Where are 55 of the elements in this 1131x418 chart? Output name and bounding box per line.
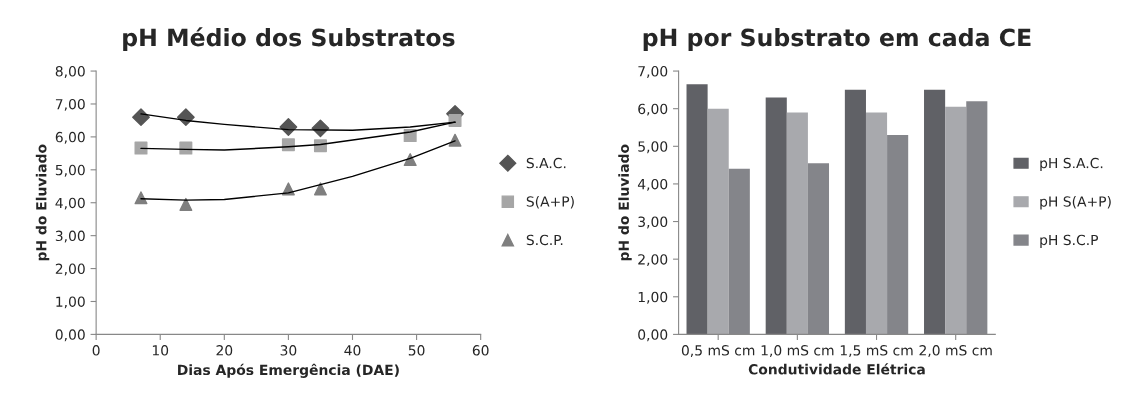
y-tick-label: 1,00 — [638, 291, 668, 304]
chart-title: pH Médio dos Substratos — [123, 27, 455, 51]
y-tick-label: 4,00 — [55, 197, 85, 210]
x-tick-label: 1,0 mS cm — [761, 345, 834, 357]
x-tick-label: 0,5 mS cm — [681, 345, 755, 357]
y-tick-label: 2,00 — [55, 263, 85, 276]
y-tick-label: 1,00 — [56, 296, 85, 309]
x-tick-label: 40 — [344, 345, 361, 356]
y-tick-label: 0,00 — [55, 329, 85, 342]
y-tick-label: 5,00 — [55, 164, 85, 177]
bar — [865, 112, 888, 335]
legend-label: pH S.C.P — [1040, 234, 1099, 248]
bar — [707, 108, 729, 335]
chart-title: pH por Substrato em cada CE — [643, 28, 1031, 51]
y-axis-title: pH do Eluviado — [35, 144, 50, 261]
legend-label: pH S.A.C. — [1040, 157, 1103, 172]
y-tick-label: 8,00 — [55, 66, 85, 78]
bar — [945, 106, 967, 335]
y-tick-label: 3,00 — [55, 230, 85, 243]
bar — [786, 112, 808, 335]
point — [448, 113, 462, 127]
point — [313, 182, 327, 196]
x-tick-label: 2,0 mS cm — [919, 345, 992, 357]
y-tick-label: 0,00 — [638, 329, 668, 342]
point — [134, 141, 148, 155]
x-tick-label: 30 — [280, 345, 297, 356]
legend-label: pH S(A+P) — [1040, 196, 1111, 210]
x-axis-title: Condutividade Elétrica — [748, 363, 925, 375]
x-tick-label: 1,5 mS cm — [840, 345, 913, 357]
point — [179, 197, 193, 211]
y-tick-label: 2,00 — [638, 254, 668, 267]
x-tick-label: 20 — [216, 345, 233, 356]
x-tick-label: 10 — [152, 345, 169, 356]
y-tick-label: 3,00 — [638, 216, 668, 229]
legend-label: S(A+P) — [526, 196, 574, 209]
point — [132, 108, 150, 127]
point — [134, 191, 148, 205]
x-tick-label: 0 — [92, 345, 100, 356]
y-tick-label: 4,00 — [637, 178, 668, 191]
y-tick-label: 7,00 — [638, 66, 668, 78]
x-tick-label: 50 — [408, 345, 425, 356]
y-tick-label: 5,00 — [638, 141, 668, 154]
point — [179, 141, 193, 155]
bar — [924, 89, 946, 335]
bar — [765, 97, 787, 335]
bar — [686, 84, 708, 335]
legend-label: S.A.C. — [526, 157, 566, 169]
bar — [844, 89, 866, 335]
y-axis-title: pH do Eluviado — [618, 144, 632, 261]
x-tick-label: 60 — [472, 345, 489, 356]
y-tick-label: 6,00 — [55, 131, 85, 144]
y-tick-label: 7,00 — [55, 98, 85, 111]
legend-label: S.C.P. — [526, 234, 563, 246]
y-tick-label: 6,00 — [638, 103, 668, 116]
x-axis-title: Dias Após Emergência (DAE) — [178, 363, 399, 378]
